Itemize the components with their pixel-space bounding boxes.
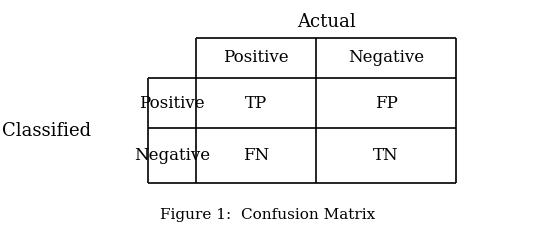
Text: FP: FP bbox=[375, 94, 397, 111]
Text: Negative: Negative bbox=[348, 50, 424, 67]
Text: FN: FN bbox=[243, 147, 269, 164]
Text: Classified: Classified bbox=[3, 122, 92, 139]
Text: TP: TP bbox=[245, 94, 267, 111]
Text: TN: TN bbox=[373, 147, 399, 164]
Text: Actual: Actual bbox=[296, 13, 355, 31]
Text: Positive: Positive bbox=[223, 50, 289, 67]
Text: Positive: Positive bbox=[139, 94, 205, 111]
Text: Figure 1:  Confusion Matrix: Figure 1: Confusion Matrix bbox=[160, 208, 376, 222]
Text: Negative: Negative bbox=[134, 147, 210, 164]
